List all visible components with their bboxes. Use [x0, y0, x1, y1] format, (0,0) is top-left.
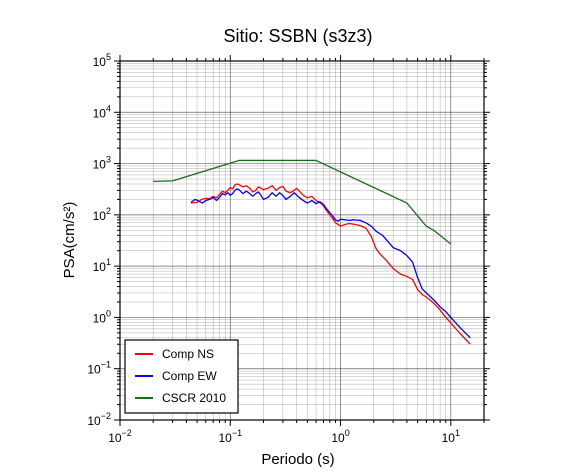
y-tick-label-base: 10	[93, 260, 107, 274]
legend-label: Comp EW	[162, 369, 217, 383]
x-axis-label: Periodo (s)	[261, 451, 334, 468]
x-tick-label: 10−2	[108, 428, 132, 445]
y-tick-label: 10−2	[87, 411, 111, 428]
y-tick-label-base: 10	[93, 311, 107, 325]
y-tick-label: 102	[93, 206, 111, 223]
y-tick-label: 103	[93, 155, 111, 172]
x-tick-label-base: 10	[218, 431, 232, 445]
y-tick-label: 105	[93, 52, 111, 69]
y-tick-label-exponent: 1	[106, 257, 111, 267]
y-tick-label-base: 10	[93, 55, 107, 69]
x-tick-label-base: 10	[442, 431, 456, 445]
y-tick-label-base: 10	[87, 414, 101, 428]
y-tick-label: 104	[93, 103, 111, 120]
y-tick-label: 101	[93, 257, 111, 274]
x-tick-label-exponent: −1	[232, 428, 242, 438]
series-line-3	[153, 159, 452, 245]
x-tick-label: 10−1	[218, 428, 242, 445]
y-tick-label: 100	[93, 308, 111, 325]
y-tick-label-base: 10	[93, 209, 107, 223]
plot-frame	[119, 60, 485, 421]
y-tick-label-exponent: 5	[106, 52, 111, 62]
x-tick-label-exponent: −2	[122, 428, 132, 438]
y-tick-label-exponent: 3	[106, 155, 111, 165]
y-tick-label-base: 10	[87, 363, 101, 377]
x-tick-label: 101	[442, 428, 460, 445]
legend: Comp NS Comp EW CSCR 2010	[124, 339, 239, 414]
legend-label: CSCR 2010	[162, 391, 226, 405]
series-lines	[153, 159, 471, 345]
x-tick-label-base: 10	[331, 431, 345, 445]
y-axis-label: PSA(cm/s²)	[61, 202, 78, 279]
y-tick-label-exponent: 0	[106, 308, 111, 318]
chart-title: Sitio: SSBN (s3z3)	[223, 26, 372, 46]
x-tick-label-exponent: 0	[345, 428, 350, 438]
y-tick-label: 10−1	[87, 360, 111, 377]
series-line-1	[190, 183, 471, 345]
series-line-2	[190, 188, 471, 339]
grid	[119, 60, 485, 421]
y-tick-label-exponent: 2	[106, 206, 111, 216]
y-tick-label-exponent: −1	[101, 360, 111, 370]
y-tick-label-base: 10	[93, 106, 107, 120]
y-tick-label-base: 10	[93, 158, 107, 172]
y-tick-label-exponent: −2	[101, 411, 111, 421]
axis-ticks	[114, 55, 490, 426]
y-tick-label-exponent: 4	[106, 103, 111, 113]
x-tick-label-base: 10	[108, 431, 122, 445]
x-tick-label: 100	[331, 428, 349, 445]
x-tick-label-exponent: 1	[455, 428, 460, 438]
legend-label: Comp NS	[162, 347, 214, 361]
